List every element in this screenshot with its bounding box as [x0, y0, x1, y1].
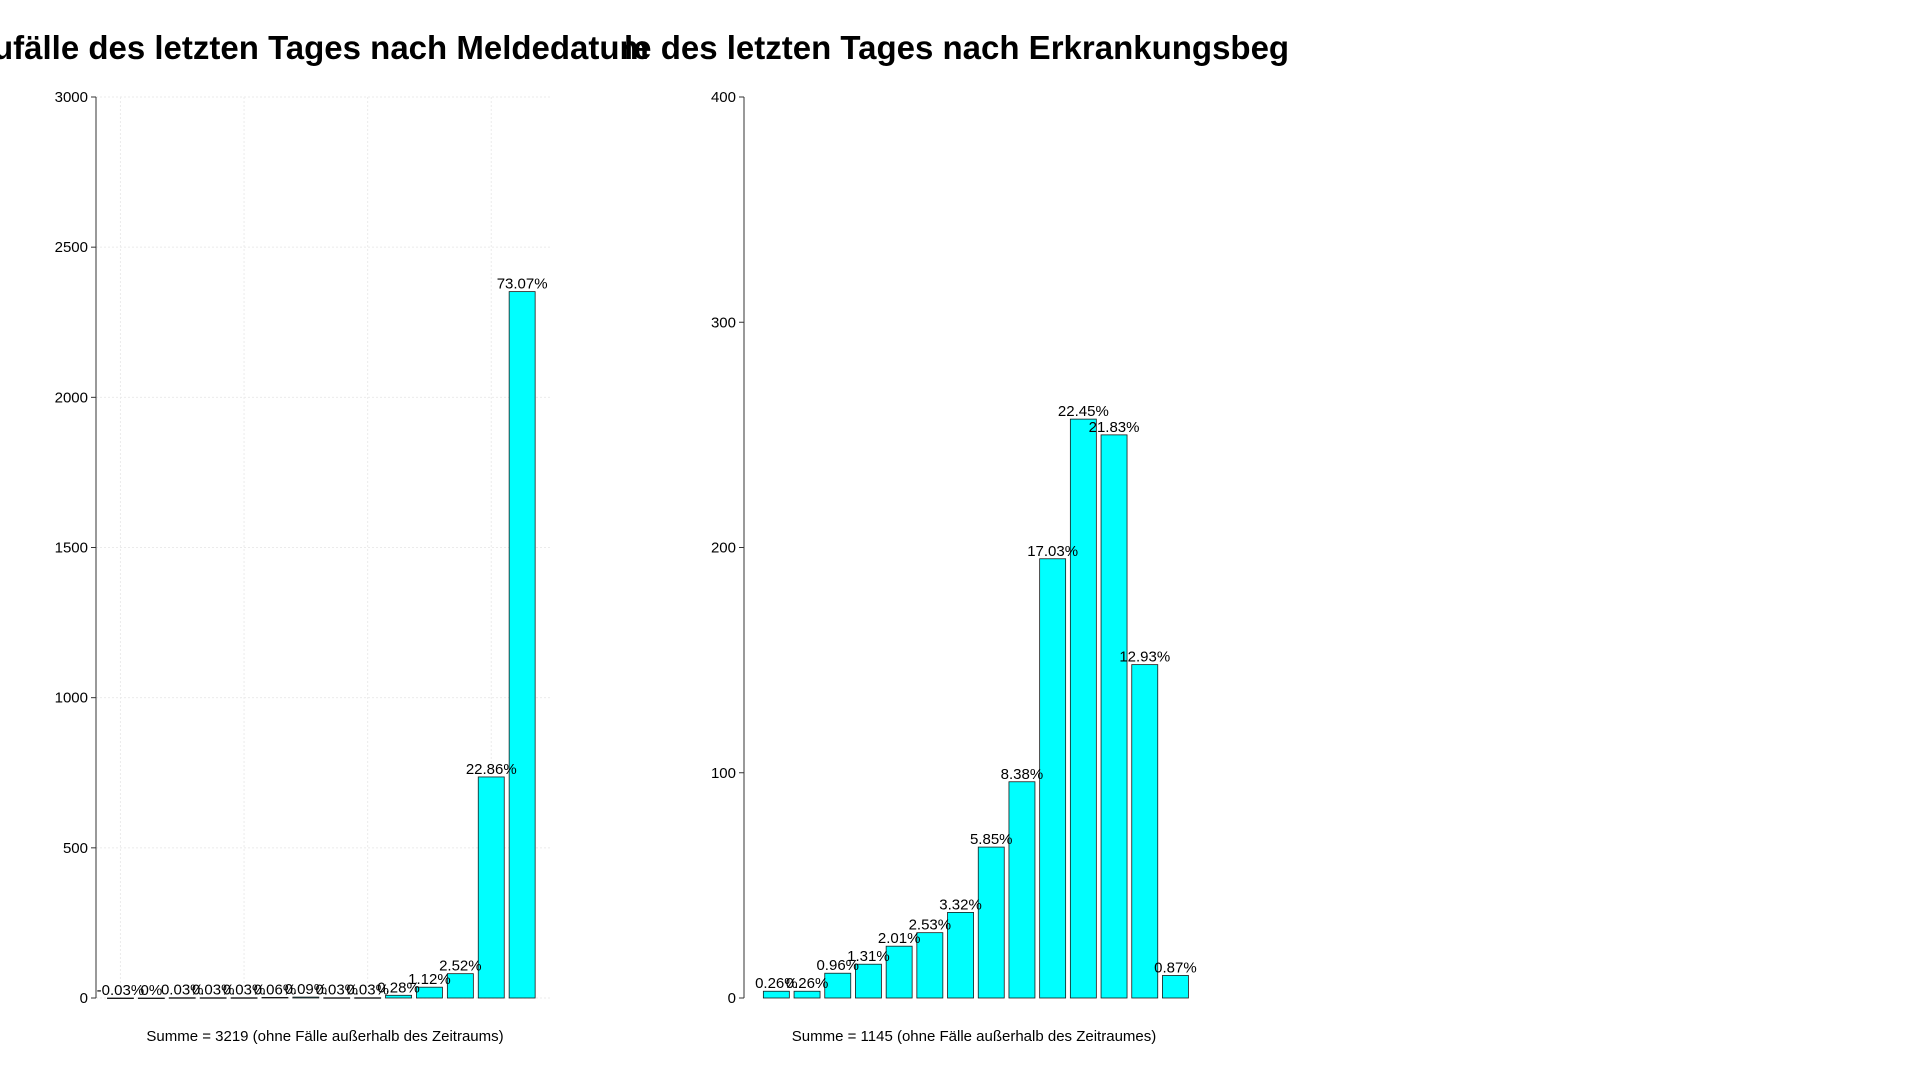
- bar: [916, 932, 944, 999]
- bar: [1039, 558, 1067, 999]
- y-tick-label: 1000: [55, 690, 88, 707]
- bar: [199, 997, 227, 999]
- bar: [292, 996, 320, 999]
- bar-value-label: 0.87%: [1154, 959, 1197, 976]
- y-tick-label: 0: [728, 990, 736, 1007]
- bar-value-label: 0.06%: [254, 981, 297, 998]
- bar: [762, 990, 790, 999]
- bar-value-label: 1.31%: [847, 948, 890, 965]
- bar-value-label: 0.96%: [816, 957, 859, 974]
- bars: [762, 418, 1189, 999]
- y-ticks: 0 500 1000 1500 2000 2500 3000: [55, 89, 96, 1007]
- bar-labels: -0.03%0%0.03%0.03%0.03%0.06%0.09%0.03%0.…: [97, 276, 548, 999]
- bar: [508, 291, 536, 999]
- y-tick-label: 200: [711, 540, 736, 557]
- y-tick-label: 500: [63, 840, 88, 857]
- bar-value-label: 5.85%: [970, 831, 1013, 848]
- bar-value-label: 0.03%: [223, 982, 266, 999]
- bar-value-label: 1.12%: [408, 971, 451, 988]
- bar: [1162, 975, 1189, 999]
- bar-value-label: 0.09%: [285, 981, 328, 998]
- bar-value-label: 2.53%: [909, 917, 952, 934]
- y-tick-label: 3000: [55, 89, 88, 106]
- chart-caption: Summe = 1145 (ohne Fälle außerhalb des Z…: [792, 1028, 1157, 1045]
- bar-value-label: 2.52%: [439, 958, 482, 975]
- y-tick-label: 300: [711, 314, 736, 331]
- bar-value-label: 21.83%: [1089, 419, 1140, 436]
- bars: [107, 291, 536, 1000]
- bar: [1100, 434, 1128, 999]
- bar: [1069, 418, 1097, 999]
- bar: [477, 776, 505, 999]
- bar-labels: 0.26%0.26%0.96%1.31%2.01%2.53%3.32%5.85%…: [755, 403, 1197, 992]
- bar: [261, 996, 289, 999]
- bar: [885, 945, 913, 999]
- bar: [137, 997, 165, 1000]
- bar-value-label: 0.03%: [315, 982, 358, 999]
- bar-value-label: 0.26%: [786, 975, 829, 992]
- bar: [1131, 664, 1159, 999]
- y-tick-label: 400: [711, 89, 736, 106]
- bar: [855, 963, 882, 999]
- bar-value-label: 0.03%: [161, 982, 204, 999]
- page-title: ufälle des letzten Tages nach Meldedatum…: [0, 26, 1920, 70]
- bar-value-label: 0.03%: [192, 982, 235, 999]
- bar: [107, 997, 134, 1000]
- y-tick-label: 2000: [55, 389, 88, 406]
- y-tick-label: 100: [711, 765, 736, 782]
- y-tick-label: 2500: [55, 239, 88, 256]
- bar-value-label: 22.86%: [466, 761, 517, 778]
- bar-value-label: 0.03%: [346, 982, 389, 999]
- chart-2-title: le des letzten Tages nach Erkrankungsbeg: [624, 29, 1290, 66]
- chart-1-title: ufälle des letzten Tages nach Meldedatum: [0, 29, 649, 66]
- y-ticks: 0 100 200 300 400: [711, 89, 744, 1007]
- bar: [446, 973, 474, 999]
- y-tick-label: 1500: [55, 540, 88, 557]
- bar: [323, 997, 351, 999]
- bar: [230, 997, 258, 999]
- bar: [385, 994, 412, 999]
- chart-caption: Summe = 3219 (ohne Fälle außerhalb des Z…: [146, 1028, 503, 1045]
- bar-value-label: 22.45%: [1058, 403, 1109, 420]
- bar-value-label: 3.32%: [939, 896, 982, 913]
- bar-value-label: 17.03%: [1027, 543, 1078, 560]
- bar-value-label: 2.01%: [878, 930, 921, 947]
- bar: [793, 990, 821, 999]
- bar: [416, 986, 443, 999]
- bar: [168, 997, 196, 999]
- bar: [1008, 781, 1036, 999]
- bar: [354, 997, 382, 999]
- bar: [947, 912, 974, 999]
- bar-value-label: 73.07%: [497, 276, 548, 293]
- bar-value-label: 0.26%: [755, 975, 798, 992]
- bar: [824, 972, 852, 999]
- bar-value-label: 0%: [141, 982, 163, 999]
- bar: [977, 846, 1005, 999]
- bar-value-label: -0.03%: [97, 982, 145, 999]
- bar-value-label: 12.93%: [1119, 649, 1170, 666]
- bar-value-label: 8.38%: [1001, 766, 1044, 783]
- bar-value-label: 0.28%: [377, 979, 420, 996]
- y-tick-label: 0: [80, 990, 88, 1007]
